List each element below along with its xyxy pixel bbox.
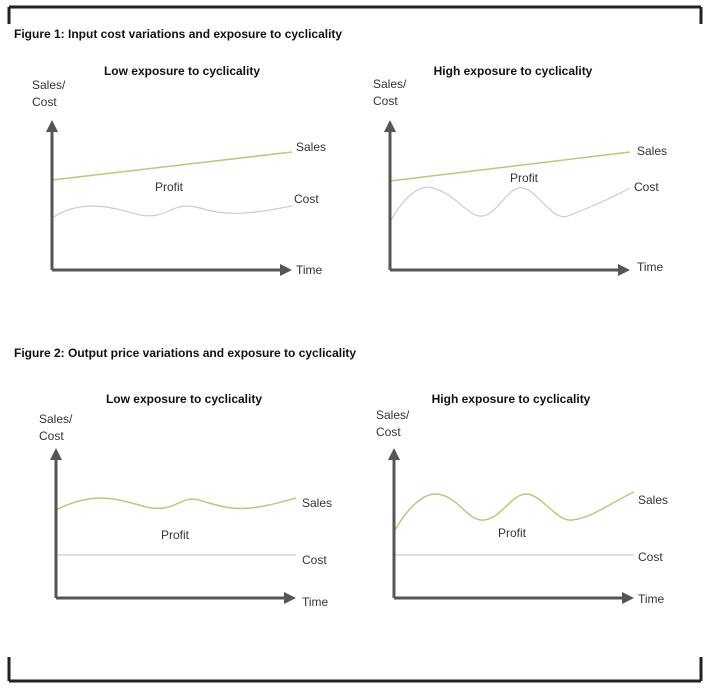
x-axis-arrowhead: [618, 264, 630, 276]
x-axis-label: Time: [296, 263, 323, 277]
cost-label: Cost: [302, 553, 327, 567]
profit-label: Profit: [510, 171, 539, 185]
fig1-panel-high: High exposure to cyclicality Sales/ Cost…: [358, 60, 688, 310]
x-axis-label: Time: [638, 592, 665, 606]
x-axis-arrowhead: [284, 592, 296, 604]
y-axis-label-line1: Sales/: [376, 408, 410, 422]
y-axis-arrowhead: [388, 448, 400, 460]
cost-label: Cost: [294, 192, 319, 206]
fig2-high-plot: [388, 448, 635, 604]
sales-label: Sales: [638, 493, 669, 507]
figure-2-title: Figure 2: Output price variations and ex…: [14, 346, 357, 360]
panel-title: Low exposure to cyclicality: [105, 392, 263, 406]
x-axis-arrowhead: [622, 592, 634, 604]
panel-title: High exposure to cyclicality: [433, 64, 593, 78]
y-axis-label-line1: Sales/: [39, 412, 73, 426]
profit-label: Profit: [498, 526, 527, 540]
sales-label: Sales: [296, 140, 327, 154]
cost-line: [389, 186, 631, 223]
profit-label: Profit: [155, 180, 184, 194]
panel-title: High exposure to cyclicality: [431, 392, 591, 406]
panel-title: Low exposure to cyclicality: [103, 64, 261, 78]
y-axis-label-line2: Cost: [376, 425, 401, 439]
profit-label: Profit: [161, 528, 190, 542]
fig2-panel-high: High exposure to cyclicality Sales/ Cost…: [362, 390, 692, 640]
cost-label: Cost: [634, 180, 659, 194]
y-axis-label-line2: Cost: [32, 95, 57, 109]
y-axis-arrowhead: [384, 120, 396, 132]
fig1-low-plot: [46, 120, 293, 276]
y-axis-arrowhead: [50, 448, 62, 460]
cost-label: Cost: [638, 550, 663, 564]
x-axis-label: Time: [637, 260, 664, 274]
sales-line: [393, 491, 635, 533]
sales-line: [389, 151, 631, 182]
y-axis-label-line1: Sales/: [32, 78, 66, 92]
x-axis-arrowhead: [280, 264, 292, 276]
sales-line: [55, 497, 297, 511]
fig1-high-plot: [384, 120, 631, 276]
y-axis-label-line2: Cost: [39, 429, 64, 443]
sales-label: Sales: [302, 496, 333, 510]
fig2-low-plot: [50, 448, 297, 604]
fig1-panel-low: Low exposure to cyclicality Sales/ Cost …: [20, 60, 350, 310]
y-axis-arrowhead: [46, 120, 58, 132]
figure-1-title: Figure 1: Input cost variations and expo…: [14, 27, 343, 41]
sales-line: [51, 151, 293, 181]
x-axis-label: Time: [302, 595, 329, 609]
sales-label: Sales: [637, 144, 668, 158]
y-axis-label-line1: Sales/: [373, 77, 407, 91]
fig2-panel-low: Low exposure to cyclicality Sales/ Cost …: [24, 390, 354, 640]
cost-line: [51, 205, 293, 219]
y-axis-label-line2: Cost: [373, 94, 398, 108]
